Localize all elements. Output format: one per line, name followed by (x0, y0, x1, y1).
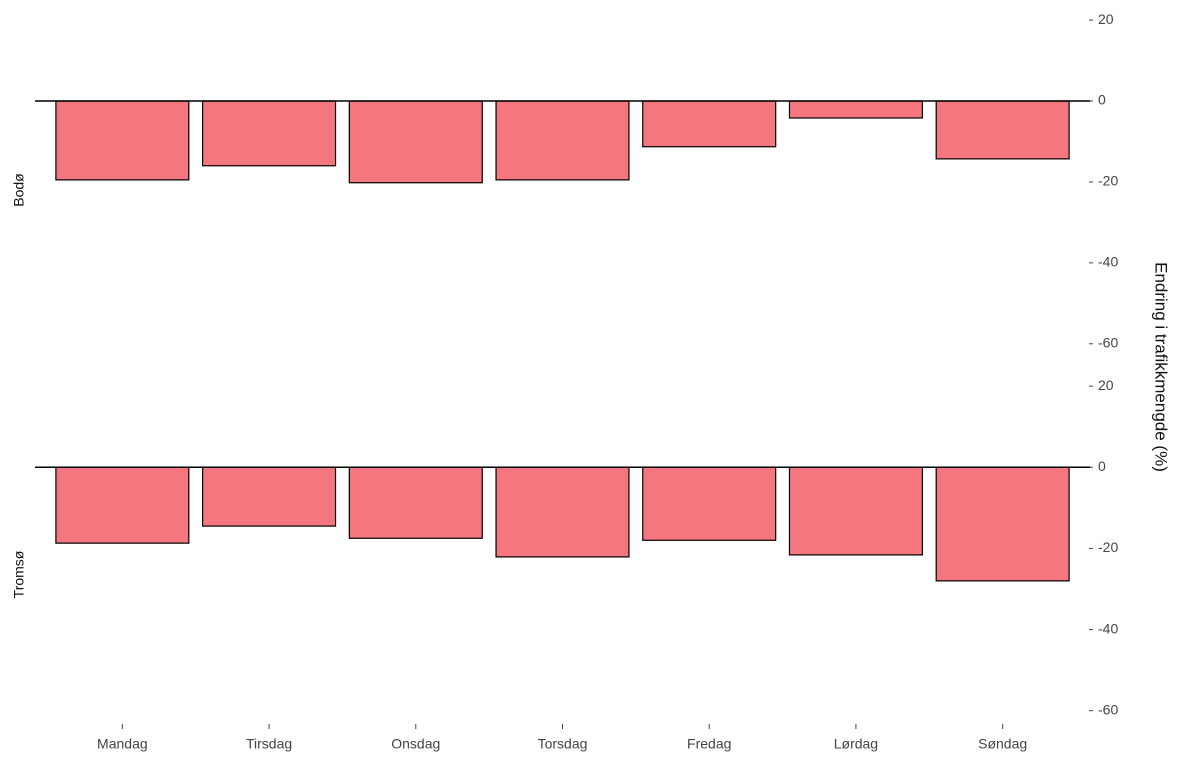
y-tick-label: -40 (1098, 620, 1118, 636)
bar (935, 100, 1070, 160)
y-tick-label: -60 (1098, 334, 1118, 350)
y-tick-label: -20 (1098, 173, 1118, 189)
bar (348, 100, 483, 184)
bar (642, 466, 777, 541)
bar (202, 466, 337, 527)
y-tick-label: 0 (1098, 458, 1106, 474)
x-tick-label: Søndag (978, 736, 1027, 752)
bar (495, 466, 630, 558)
x-tick-label: Lørdag (834, 736, 878, 752)
y-tick-label: -20 (1098, 539, 1118, 555)
bar (935, 466, 1070, 582)
y-tick-label: -60 (1098, 701, 1118, 717)
bar (788, 466, 923, 556)
bar (642, 100, 777, 148)
bar (495, 100, 630, 181)
bar (55, 466, 190, 544)
x-tick-label: Tirsdag (246, 736, 292, 752)
y-tick-label: 0 (1098, 92, 1106, 108)
panel-label: Tromsø (11, 550, 27, 598)
y-tick-label: 20 (1098, 11, 1114, 27)
y-axis-title: Endring i trafikkmengde (%) (1152, 262, 1171, 472)
bar (788, 100, 923, 119)
bar (348, 466, 483, 539)
panel-label: Bodø (11, 173, 27, 207)
x-tick-label: Torsdag (538, 736, 588, 752)
x-tick-label: Onsdag (391, 736, 440, 752)
x-tick-label: Fredag (687, 736, 731, 752)
y-tick-label: -40 (1098, 254, 1118, 270)
bar (55, 100, 190, 181)
x-tick-label: Mandag (97, 736, 148, 752)
y-tick-label: 20 (1098, 377, 1114, 393)
bar (202, 100, 337, 167)
